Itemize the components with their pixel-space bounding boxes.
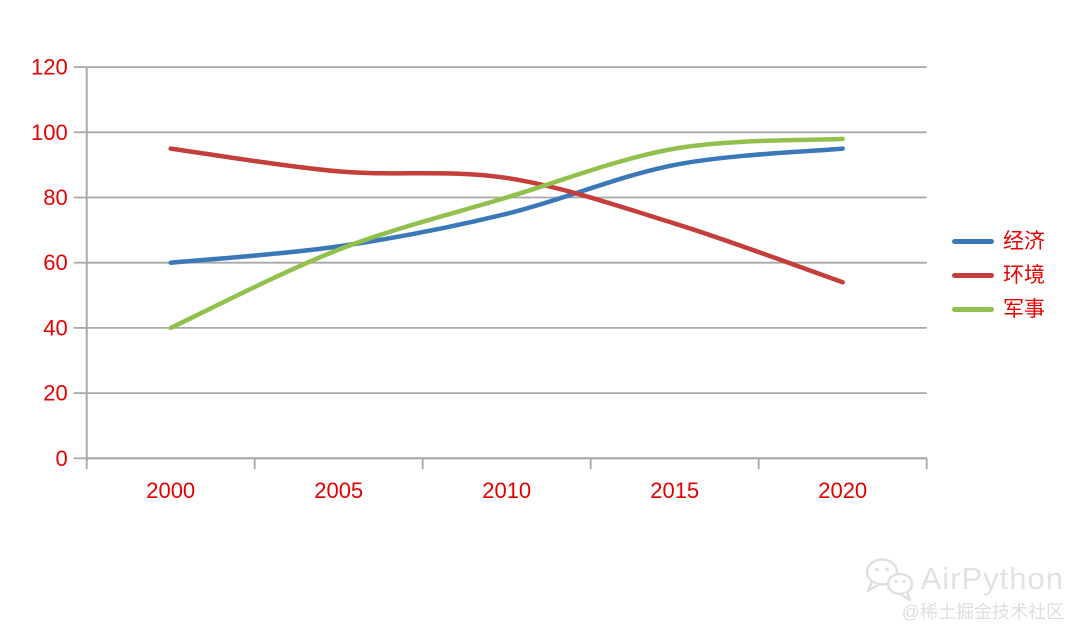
series-line-economy: [168, 146, 845, 265]
legend: 经济 环境 军事: [952, 229, 1045, 321]
series-line-environment: [168, 146, 845, 285]
legend-item-environment[interactable]: 环境: [952, 263, 1045, 287]
x-axis-tick-label: 2015: [650, 478, 699, 503]
y-axis-tick-label: 0: [55, 446, 67, 471]
watermark-community-text: @稀土掘金技术社区: [901, 602, 1064, 622]
watermark-brand-row: AirPython: [863, 556, 1064, 602]
x-axis-tick-label: 2010: [482, 478, 531, 503]
legend-item-military[interactable]: 军事: [952, 297, 1045, 321]
legend-line-swatch: [952, 272, 994, 278]
y-axis-tick-label: 40: [43, 315, 67, 340]
y-axis-tick-label: 100: [31, 120, 68, 145]
y-axis-tick-label: 80: [43, 185, 67, 210]
wechat-icon: [865, 558, 913, 602]
watermark: AirPython @稀土掘金技术社区: [863, 556, 1064, 624]
legend-label: 经济: [1003, 229, 1045, 253]
y-axis-tick-label: 60: [43, 250, 67, 275]
y-axis-tick-label: 120: [31, 55, 68, 80]
legend-label: 环境: [1003, 263, 1045, 287]
watermark-brand-text: AirPython: [920, 561, 1064, 596]
series-line-military: [168, 136, 845, 331]
x-axis-tick-label: 2000: [146, 478, 195, 503]
x-axis-tick-label: 2020: [818, 478, 867, 503]
legend-label: 军事: [1003, 297, 1045, 321]
legend-line-swatch: [952, 238, 994, 244]
legend-line-swatch: [952, 306, 994, 312]
legend-item-economy[interactable]: 经济: [952, 229, 1045, 253]
x-axis-tick-label: 2005: [314, 478, 363, 503]
y-axis-tick-label: 20: [43, 381, 67, 406]
